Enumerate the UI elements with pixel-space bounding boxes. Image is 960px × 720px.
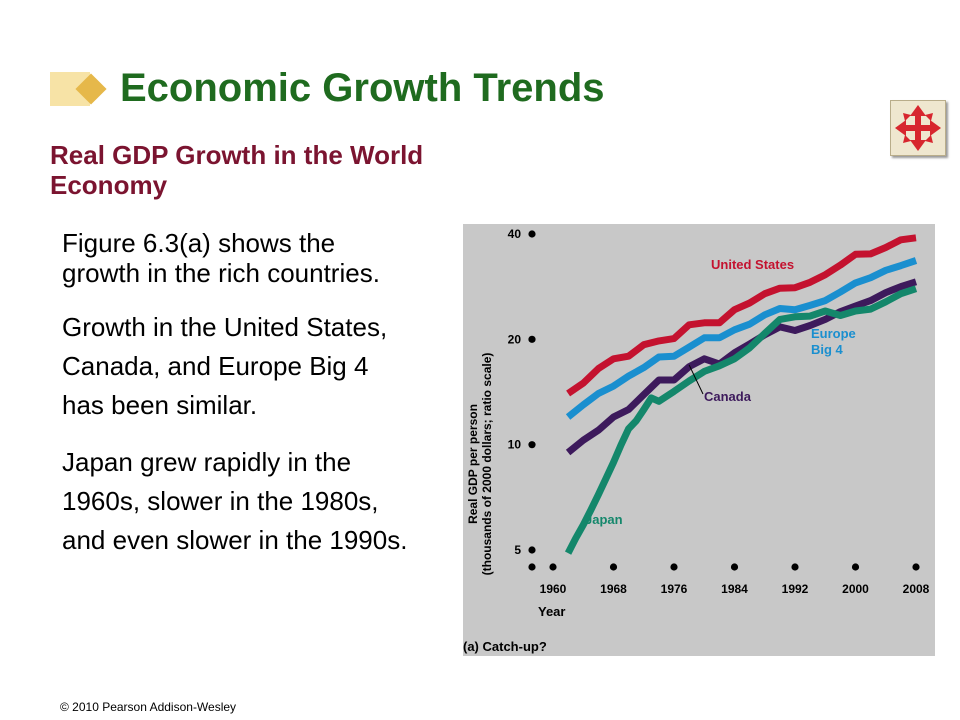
series-label: Europe [811, 326, 856, 341]
x-tick-dot [791, 563, 799, 571]
y-tick-dot [528, 230, 536, 238]
y-tick-label: 10 [508, 438, 522, 452]
bullet-list: Figure 6.3(a) shows the growth in the ri… [62, 228, 412, 560]
y-tick-label: 5 [514, 543, 521, 557]
series-label: Canada [704, 389, 752, 404]
y-tick-dot [528, 441, 536, 449]
x-tick-label: 1968 [600, 582, 627, 596]
bullet-item: Growth in the United States, Canada, and… [62, 312, 388, 420]
chart-background [463, 224, 935, 656]
canada-label-pointer [688, 364, 704, 395]
series-line [565, 278, 918, 456]
origin-dot [528, 563, 536, 571]
x-tick-dot [609, 563, 618, 571]
copyright-notice: © 2010 Pearson Addison-Wesley [60, 700, 237, 714]
x-axis-label: Year [538, 604, 565, 619]
y-axis-label-line-2: (thousands of 2000 dollars; ratio scale) [480, 353, 494, 576]
x-tick-dot [912, 563, 920, 571]
x-tick-dot [549, 563, 557, 571]
x-tick-label: 1992 [782, 582, 809, 596]
y-tick-label: 20 [508, 332, 522, 346]
series-line [564, 285, 918, 555]
bullet-item: Japan grew rapidly in the 1960s, slower … [62, 447, 408, 555]
series-line [565, 257, 918, 420]
x-tick-label: 1984 [721, 582, 748, 596]
x-tick-label: 2000 [842, 582, 869, 596]
series-line [566, 234, 917, 397]
x-tick-dot [670, 563, 678, 571]
y-tick-dot [528, 546, 536, 554]
four-arrow-move-icon [895, 105, 941, 151]
series-label: United States [711, 257, 794, 272]
series-label: Japan [585, 512, 623, 527]
bullet-item: Figure 6.3(a) shows the growth in the ri… [62, 228, 380, 288]
gdp-line-chart: 1960 1968 1976 1984 1992 2000 2008 5 10 20 40 Uni… [463, 224, 935, 661]
page-title: Economic Growth Trends [120, 66, 605, 110]
x-tick-label: 2008 [903, 582, 930, 596]
x-tick-label: 1960 [540, 582, 567, 596]
chart-svg: 1960 1968 1976 1984 1992 2000 2008 5 10 20 40 Uni… [463, 224, 935, 656]
y-tick-dot [528, 335, 536, 343]
x-tick-label: 1976 [661, 582, 688, 596]
x-tick-dot [851, 563, 860, 571]
y-axis-label-line-1: Real GDP per person [466, 404, 480, 524]
slide-subtitle: Real GDP Growth in the World Economy [50, 140, 424, 200]
chart-caption: (a) Catch-up? [463, 639, 547, 654]
move-navigation-button[interactable] [890, 100, 946, 156]
y-tick-label: 40 [508, 227, 522, 241]
series-label: Big 4 [811, 342, 844, 357]
x-tick-dot [730, 563, 739, 571]
